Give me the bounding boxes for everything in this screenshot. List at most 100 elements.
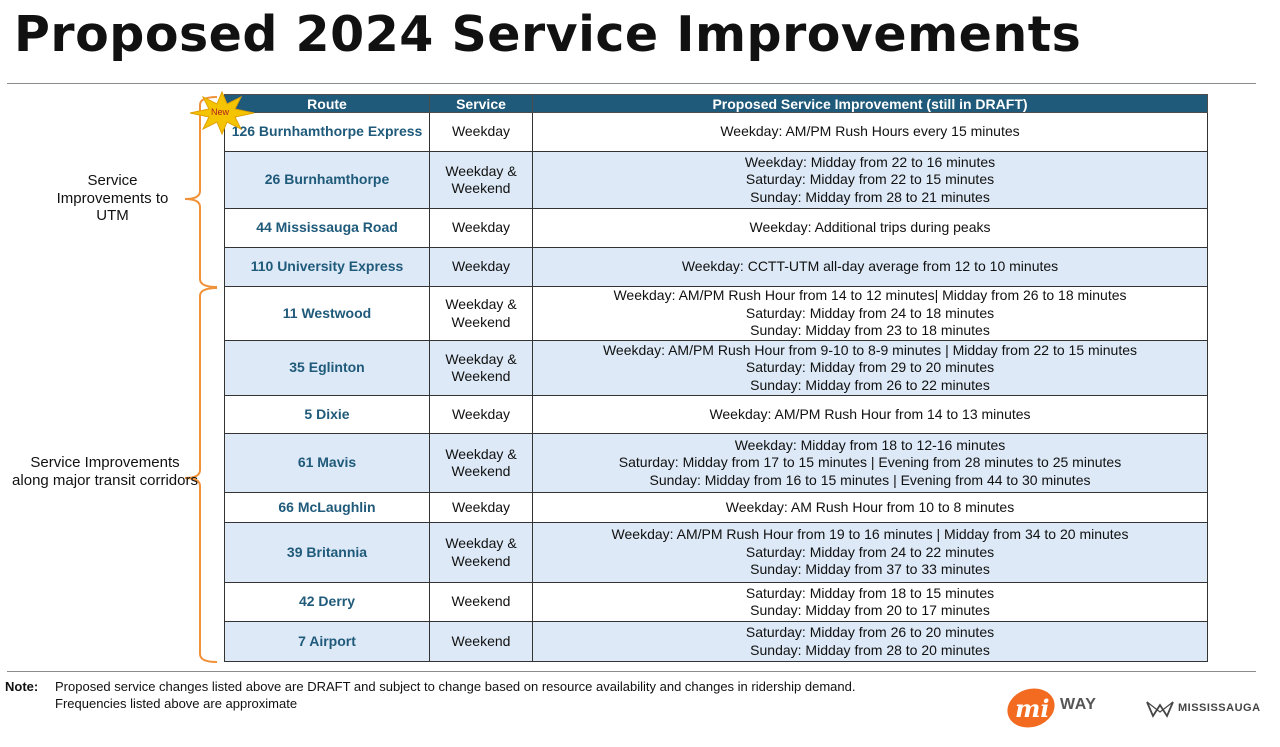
improvement-line: Saturday: Midday from 26 to 20 minutes bbox=[745, 624, 995, 640]
service-cell: Weekday bbox=[429, 247, 533, 287]
table-row: 35 Eglinton Weekday & Weekend Weekday: AM/… bbox=[224, 340, 1208, 396]
service-cell: Weekday bbox=[429, 112, 533, 152]
improvement-line: Sunday: Midday from 37 to 33 minutes bbox=[750, 561, 990, 578]
improvement-line: Saturday: Midday from 24 to 18 minutes bbox=[745, 304, 995, 321]
table-row: 11 Westwood Weekday & Weekend Weekday: AM/… bbox=[224, 286, 1208, 341]
service-label: Weekday & Weekend bbox=[445, 445, 517, 480]
improvement-line: Saturday: Midday from 24 to 22 minutes bbox=[745, 543, 995, 560]
group-label-utm: Service Improvements to UTM bbox=[56, 172, 169, 224]
improvement-cell: Weekday: Midday from 22 to 16 minutes Sat… bbox=[532, 151, 1208, 209]
improvement-line: Sunday: Midday from 23 to 18 minutes bbox=[750, 322, 990, 339]
improvement-cell: Weekday: AM/PM Rush Hours every 15 minut… bbox=[532, 112, 1208, 152]
service-cell: Weekday bbox=[429, 395, 533, 434]
footnote: Note: Proposed service changes listed abo… bbox=[5, 678, 855, 712]
group-brace bbox=[184, 96, 218, 663]
service-cell: Weekday & Weekend bbox=[429, 286, 533, 341]
improvement-line: Weekday: AM/PM Rush Hours every 15 minut… bbox=[720, 123, 1020, 140]
brace-corridors bbox=[184, 287, 218, 663]
service-label: Weekday & Weekend bbox=[445, 535, 517, 569]
mississauga-logo-icon bbox=[1146, 701, 1174, 718]
improvement-cell: Weekday: AM/PM Rush Hour from 14 to 12 m… bbox=[532, 286, 1208, 341]
improvement-line: Weekday: AM/PM Rush Hour from 19 to 16 m… bbox=[611, 526, 1129, 543]
improvement-cell: Weekday: AM Rush Hour from 10 to 8 minut… bbox=[532, 492, 1208, 523]
table-row: 26 Burnhamthorpe Weekday & Weekend Weekday… bbox=[224, 151, 1208, 209]
route-cell: 66 McLaughlin bbox=[224, 492, 430, 523]
table-row: 126 Burnhamthorpe Express Weekday Weekday:… bbox=[224, 112, 1208, 152]
service-cell: Weekday bbox=[429, 208, 533, 248]
service-cell: Weekday & Weekend bbox=[429, 151, 533, 209]
page-title: Proposed 2024 Service Improvements bbox=[14, 6, 1082, 63]
improvement-line: Weekday: AM/PM Rush Hour from 9-10 to 8-… bbox=[602, 341, 1138, 358]
improvement-cell: Weekday: Additional trips during peaks bbox=[532, 208, 1208, 248]
route-cell: 26 Burnhamthorpe bbox=[224, 151, 430, 209]
note-line-1: Proposed service changes listed above ar… bbox=[55, 679, 856, 694]
improvement-line: Saturday: Midday from 17 to 15 minutes |… bbox=[618, 454, 1122, 471]
improvement-line: Weekday: Additional trips during peaks bbox=[749, 219, 991, 236]
improvement-line: Sunday: Midday from 26 to 22 minutes bbox=[750, 376, 990, 393]
improvement-line: Weekday: Midday from 22 to 16 minutes bbox=[744, 153, 996, 170]
header-route: Route bbox=[224, 94, 430, 113]
new-star-badge bbox=[189, 91, 255, 135]
route-cell: 42 Derry bbox=[224, 582, 430, 622]
improvement-cell: Saturday: Midday from 26 to 20 minutes Su… bbox=[532, 621, 1208, 662]
table-row: 7 Airport Weekend Saturday: Midday from 26… bbox=[224, 621, 1208, 662]
star-icon bbox=[189, 91, 255, 135]
service-cell: Weekday & Weekend bbox=[429, 433, 533, 493]
service-cell: Weekend bbox=[429, 582, 533, 622]
improvement-line: Weekday: AM/PM Rush Hour from 14 to 13 m… bbox=[709, 405, 1031, 422]
improvement-cell: Weekday: AM/PM Rush Hour from 14 to 13 m… bbox=[532, 395, 1208, 434]
route-cell: 7 Airport bbox=[224, 621, 430, 662]
service-cell: Weekday & Weekend bbox=[429, 522, 533, 583]
improvement-cell: Weekday: Midday from 18 to 12-16 minutes… bbox=[532, 433, 1208, 493]
service-cell: Weekday & Weekend bbox=[429, 340, 533, 396]
route-cell: 11 Westwood bbox=[224, 286, 430, 341]
route-cell: 5 Dixie bbox=[224, 395, 430, 434]
improvement-line: Saturday: Midday from 18 to 15 minutes bbox=[745, 584, 995, 601]
improvement-cell: Weekday: AM/PM Rush Hour from 19 to 16 m… bbox=[532, 522, 1208, 583]
improvement-line: Sunday: Midday from 20 to 17 minutes bbox=[750, 602, 990, 618]
service-label: Weekday & Weekend bbox=[445, 162, 517, 197]
header-improvement: Proposed Service Improvement (still in D… bbox=[532, 94, 1208, 113]
brace-utm bbox=[184, 96, 218, 288]
miway-wordmark: WAY bbox=[1060, 696, 1097, 713]
route-cell: 110 University Express bbox=[224, 247, 430, 287]
route-cell: 126 Burnhamthorpe Express bbox=[224, 112, 430, 152]
improvement-line: Sunday: Midday from 16 to 15 minutes | E… bbox=[649, 471, 1091, 488]
group-label-corridors: Service Improvements along major transit… bbox=[12, 454, 198, 489]
service-label: Weekday & Weekend bbox=[445, 296, 517, 330]
footer-divider bbox=[7, 671, 1256, 672]
improvement-line: Sunday: Midday from 28 to 21 minutes bbox=[750, 188, 990, 205]
improvement-line: Saturday: Midday from 22 to 15 minutes bbox=[745, 171, 995, 188]
title-divider bbox=[7, 83, 1256, 84]
improvement-line: Weekday: AM/PM Rush Hour from 14 to 12 m… bbox=[613, 287, 1127, 304]
route-cell: 61 Mavis bbox=[224, 433, 430, 493]
header-service: Service bbox=[429, 94, 533, 113]
table-row: 66 McLaughlin Weekday Weekday: AM Rush Hou… bbox=[224, 492, 1208, 523]
new-badge-label: New bbox=[211, 107, 230, 117]
improvement-line: Sunday: Midday from 28 to 20 minutes bbox=[750, 641, 990, 658]
route-cell: 44 Mississauga Road bbox=[224, 208, 430, 248]
improvement-line: Saturday: Midday from 29 to 20 minutes bbox=[745, 359, 995, 376]
table-row: 44 Mississauga Road Weekday Weekday: Addit… bbox=[224, 208, 1208, 248]
note-key: Note: bbox=[5, 679, 39, 694]
table-row: 61 Mavis Weekday & Weekend Weekday: Midday… bbox=[224, 433, 1208, 493]
improvement-cell: Weekday: CCTT-UTM all-day average from 1… bbox=[532, 247, 1208, 287]
note-line-2: Frequencies listed above are approximate bbox=[55, 696, 298, 711]
improvement-cell: Weekday: AM/PM Rush Hour from 9-10 to 8-… bbox=[532, 340, 1208, 396]
service-label: Weekday & Weekend bbox=[445, 350, 517, 385]
table-header-row: Route Service Proposed Service Improveme… bbox=[224, 94, 1208, 113]
route-cell: 39 Britannia bbox=[224, 522, 430, 583]
table-row: 110 University Express Weekday Weekday: CC… bbox=[224, 247, 1208, 287]
improvement-cell: Saturday: Midday from 18 to 15 minutes Su… bbox=[532, 582, 1208, 622]
improvement-line: Weekday: Midday from 18 to 12-16 minutes bbox=[734, 436, 1006, 453]
improvement-line: Weekday: CCTT-UTM all-day average from 1… bbox=[681, 258, 1059, 275]
mississauga-wordmark: MISSISSAUGA bbox=[1178, 702, 1261, 714]
service-table: Route Service Proposed Service Improveme… bbox=[224, 94, 1208, 662]
table-row: 5 Dixie Weekday Weekday: AM/PM Rush Hour f… bbox=[224, 395, 1208, 434]
miway-mark-text: mi bbox=[1015, 694, 1050, 723]
improvement-line: Weekday: AM Rush Hour from 10 to 8 minut… bbox=[725, 498, 1015, 515]
service-cell: Weekend bbox=[429, 621, 533, 662]
table-row: 42 Derry Weekend Saturday: Midday from 18 … bbox=[224, 582, 1208, 622]
service-cell: Weekday bbox=[429, 492, 533, 523]
route-cell: 35 Eglinton bbox=[224, 340, 430, 396]
